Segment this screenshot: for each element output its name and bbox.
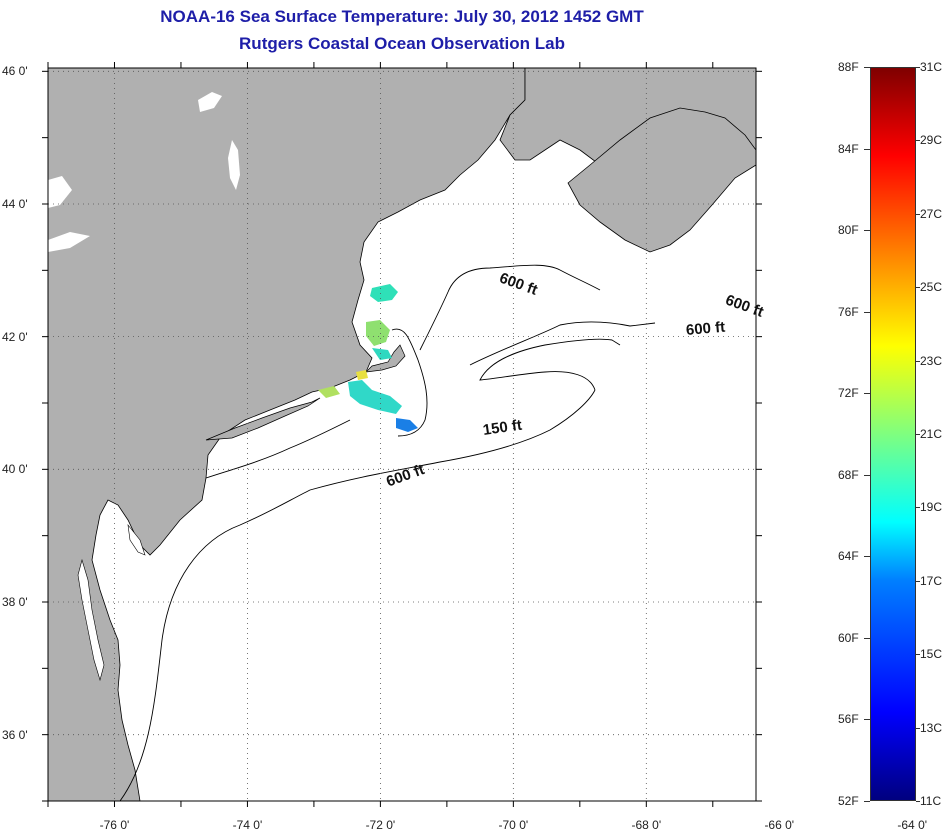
colorbar-tick [916, 434, 920, 435]
colorbar-tick [864, 556, 870, 558]
lat-lon-grid [48, 68, 756, 801]
lon-label: -68 0' [631, 818, 662, 832]
sst-data-patches [318, 284, 418, 432]
colorbar-tick [916, 654, 920, 656]
colorbar-c-label: 19C [920, 500, 943, 515]
lat-label: 44 0' [2, 196, 28, 211]
lon-label: -66 0' [764, 818, 795, 832]
colorbar-tick [864, 67, 870, 68]
colorbar-tick [916, 360, 920, 362]
lat-label: 36 0' [2, 727, 28, 742]
long-island-land [205, 397, 321, 441]
temperature-colorbar [870, 67, 916, 801]
lake [48, 232, 90, 252]
lon-label: -74 0' [232, 818, 263, 832]
colorbar-tick [864, 311, 870, 313]
colorbar-c-label: 27C [920, 206, 943, 221]
chesapeake-bay [77, 558, 105, 682]
colorbar-tick [864, 230, 870, 232]
colorbar-f-label: 60F [838, 630, 859, 645]
colorbar-c-label: 15C [920, 647, 943, 662]
colorbar-c-label: 25C [920, 280, 943, 295]
lon-label: -76 0' [99, 818, 130, 832]
colorbar-c-label: 21C [920, 427, 943, 441]
map-frame [47, 67, 757, 802]
delaware-bay [127, 523, 146, 556]
frame-ticks [42, 62, 762, 807]
colorbar-f-label: 56F [838, 712, 859, 727]
lake [228, 140, 240, 190]
lake [48, 176, 72, 208]
lat-label: 42 0' [2, 329, 28, 344]
map-title: NOAA-16 Sea Surface Temperature: July 30… [160, 7, 644, 26]
bathymetry-contours [119, 264, 656, 801]
colorbar-f-label: 84F [838, 141, 859, 156]
colorbar-tick [916, 727, 920, 729]
colorbar-f-label: 64F [838, 549, 859, 564]
colorbar-c-label: 31C [920, 60, 943, 74]
colorbar-f-label: 72F [838, 386, 859, 401]
colorbar-tick [916, 213, 920, 215]
colorbar-tick [916, 287, 920, 289]
lat-label: 46 0' [2, 64, 28, 79]
colorbar-tick [916, 67, 920, 68]
colorbar-tick [864, 719, 870, 721]
lat-label: 38 0' [2, 594, 28, 609]
colorbar-c-label: 23C [920, 353, 943, 368]
lon-label: -72 0' [365, 818, 396, 832]
colorbar-tick [916, 507, 920, 509]
mainland-land [48, 68, 526, 801]
colorbar-c-label: 13C [920, 720, 943, 735]
colorbar-f-label: 76F [838, 304, 859, 319]
colorbar-tick [916, 801, 920, 802]
nova-scotia-land [567, 107, 756, 253]
lon-label: -64 0' [897, 818, 928, 832]
colorbar-tick [864, 801, 870, 802]
lake [198, 92, 222, 112]
colorbar-c-label: 11C [920, 794, 942, 808]
colorbar-f-label: 88F [838, 60, 859, 74]
colorbar-c-label: 29C [920, 133, 943, 148]
colorbar-tick [916, 580, 920, 582]
colorbar-f-label: 52F [838, 794, 859, 808]
colorbar-f-label: 80F [838, 223, 859, 238]
colorbar-c-label: 17C [920, 573, 943, 588]
lat-label: 40 0' [2, 462, 28, 477]
colorbar-tick [864, 148, 870, 150]
colorbar-tick [864, 393, 870, 395]
colorbar-tick [864, 474, 870, 476]
colorbar-f-label: 68F [838, 467, 859, 482]
cape-cod-land [365, 344, 406, 373]
colorbar-tick [916, 140, 920, 142]
lon-label: -70 0' [498, 818, 529, 832]
colorbar-tick [864, 637, 870, 639]
map-subtitle: Rutgers Coastal Ocean Observation Lab [239, 34, 565, 53]
